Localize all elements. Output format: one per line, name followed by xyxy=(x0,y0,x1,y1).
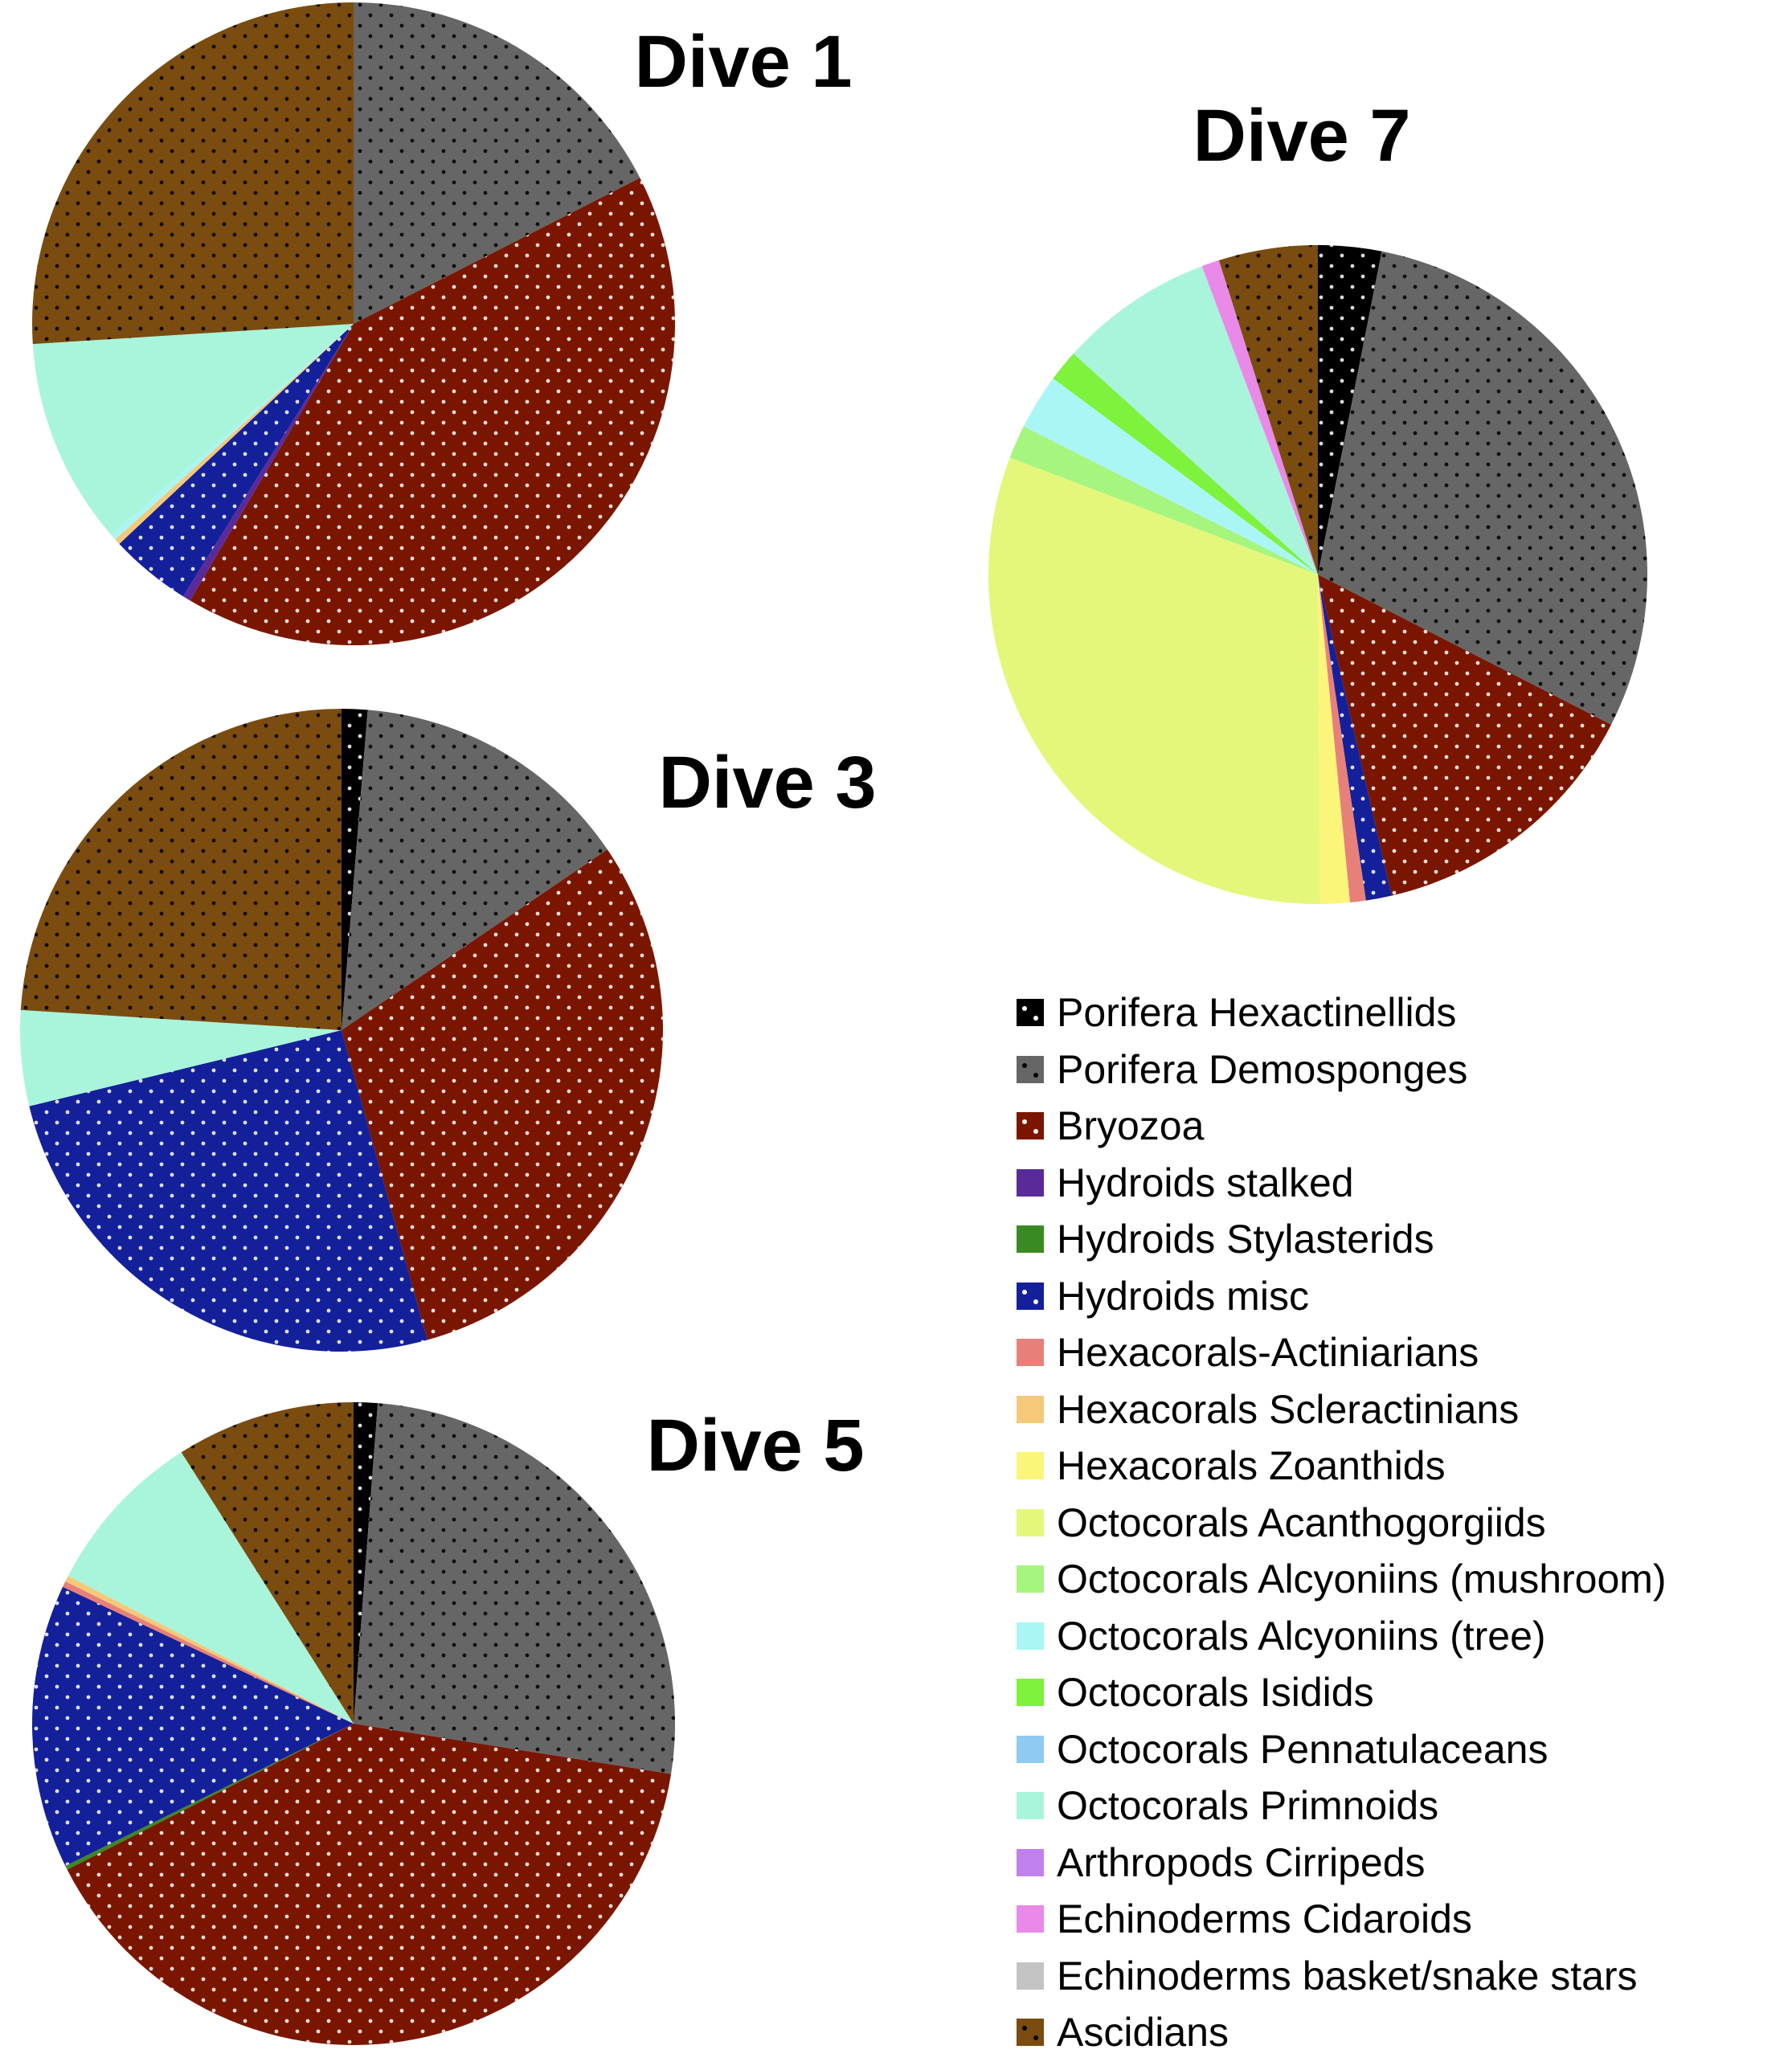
legend-swatch-arthropods-cirripeds xyxy=(1017,1848,1044,1876)
legend-item: Arthropods Cirripeds xyxy=(1017,1835,1788,1892)
legend-item: Hexacorals-Actiniarians xyxy=(1017,1324,1788,1381)
legend-swatch-hexacorals-scleractinians xyxy=(1017,1395,1044,1423)
legend-label: Hexacorals Zoanthids xyxy=(1057,1443,1446,1489)
pie-dive-5 xyxy=(31,1402,676,2046)
dive-7-title: Dive 7 xyxy=(1193,95,1410,177)
legend-item: Hexacorals Zoanthids xyxy=(1017,1438,1788,1495)
legend-swatch-hydroids-stylasterids xyxy=(1017,1225,1044,1254)
legend-swatch-octocorals-alcyoniins-tree xyxy=(1017,1622,1044,1650)
legend-item: Echinoderms Cidaroids xyxy=(1017,1891,1788,1948)
legend-label: Octocorals Acanthogorgiids xyxy=(1057,1499,1546,1545)
legend-swatch-octocorals-acanthogorgiids xyxy=(1017,1508,1044,1536)
pie-slice-octocorals-primnoids xyxy=(20,1009,342,1107)
legend-swatch-octocorals-primnoids xyxy=(1017,1792,1044,1820)
legend-label: Echinoderms basket/snake stars xyxy=(1057,1953,1638,1998)
legend-label: Porifera Hexactinellids xyxy=(1057,990,1457,1036)
legend-label: Hydroids misc xyxy=(1057,1273,1309,1319)
legend-swatch-hexacorals-actiniarians xyxy=(1017,1339,1044,1367)
pie-slice-ascidians xyxy=(32,2,354,345)
legend-item: Hexacorals Scleractinians xyxy=(1017,1381,1788,1438)
legend-swatch-octocorals-isidids xyxy=(1017,1679,1044,1707)
legend-label: Bryozoa xyxy=(1057,1103,1205,1149)
legend-swatch-hexacorals-zoanthids xyxy=(1017,1452,1044,1480)
legend-item: Octocorals Isidids xyxy=(1017,1664,1788,1721)
legend-label: Octocorals Pennatulaceans xyxy=(1057,1726,1549,1772)
legend-item: Bryozoa xyxy=(1017,1098,1788,1155)
dive-5-title: Dive 5 xyxy=(646,1405,864,1487)
legend-label: Octocorals Isidids xyxy=(1057,1670,1374,1716)
legend: Porifera Hexactinellids Porifera Demospon… xyxy=(1017,984,1788,2061)
legend-item: Porifera Demosponges xyxy=(1017,1041,1788,1098)
legend-swatch-ascidians xyxy=(1017,2019,1044,2047)
legend-swatch-echinoderms-cidaroids xyxy=(1017,1905,1044,1933)
pie-dive-1 xyxy=(32,2,676,646)
legend-item: Hydroids misc xyxy=(1017,1268,1788,1325)
legend-label: Hydroids stalked xyxy=(1057,1160,1354,1205)
legend-label: Octocorals Alcyoniins (mushroom) xyxy=(1057,1557,1667,1602)
legend-swatch-hydroids-misc xyxy=(1017,1282,1044,1310)
legend-item: Octocorals Alcyoniins (mushroom) xyxy=(1017,1551,1788,1608)
legend-swatch-octocorals-alcyoniins-mushroom xyxy=(1017,1565,1044,1593)
legend-label: Porifera Demosponges xyxy=(1057,1046,1468,1092)
dive-1-title: Dive 1 xyxy=(634,21,852,103)
legend-label: Echinoderms Cidaroids xyxy=(1057,1896,1472,1942)
dive-3-title: Dive 3 xyxy=(658,742,876,824)
legend-item: Octocorals Acanthogorgiids xyxy=(1017,1495,1788,1552)
legend-item: Hydroids stalked xyxy=(1017,1155,1788,1212)
legend-swatch-porifera-demosponges xyxy=(1017,1055,1044,1083)
legend-label: Hexacorals-Actiniarians xyxy=(1057,1330,1479,1376)
legend-swatch-echinoderms-basket-snake-stars xyxy=(1017,1962,1044,1990)
legend-swatch-bryozoa xyxy=(1017,1112,1044,1140)
pie-slice-hexacorals-zoanthids xyxy=(1318,575,1350,904)
pie-dive-7 xyxy=(988,244,1647,904)
pie-slice-porifera-demosponges xyxy=(354,1403,676,1774)
legend-item: Octocorals Primnoids xyxy=(1017,1778,1788,1835)
pie-slice-hexacorals-scleractinians xyxy=(115,324,354,544)
legend-swatch-octocorals-pennatulaceans xyxy=(1017,1735,1044,1763)
pie-slice-octocorals-primnoids xyxy=(32,324,354,535)
legend-item: Porifera Hexactinellids xyxy=(1017,984,1788,1041)
legend-swatch-porifera-hexactinellids xyxy=(1017,999,1044,1027)
legend-label: Octocorals Primnoids xyxy=(1057,1783,1439,1829)
pie-slice-octocorals-alcyoniins-tree xyxy=(111,324,354,540)
legend-label: Ascidians xyxy=(1057,2010,1229,2056)
legend-item: Octocorals Alcyoniins (tree) xyxy=(1017,1608,1788,1665)
pie-slice-hexacorals-actiniarians xyxy=(1318,575,1366,903)
legend-label: Arthropods Cirripeds xyxy=(1057,1839,1426,1885)
legend-item: Octocorals Pennatulaceans xyxy=(1017,1721,1788,1778)
pie-dive-3 xyxy=(20,709,663,1352)
legend-item: Ascidians xyxy=(1017,2004,1788,2061)
pie-slice-ascidians xyxy=(20,709,342,1030)
legend-label: Octocorals Alcyoniins (tree) xyxy=(1057,1613,1546,1659)
legend-item: Hydroids Stylasterids xyxy=(1017,1211,1788,1268)
legend-swatch-hydroids-stalked xyxy=(1017,1168,1044,1197)
legend-label: Hexacorals Scleractinians xyxy=(1057,1386,1520,1432)
legend-label: Hydroids Stylasterids xyxy=(1057,1217,1434,1262)
legend-item: Echinoderms basket/snake stars xyxy=(1017,1948,1788,2005)
